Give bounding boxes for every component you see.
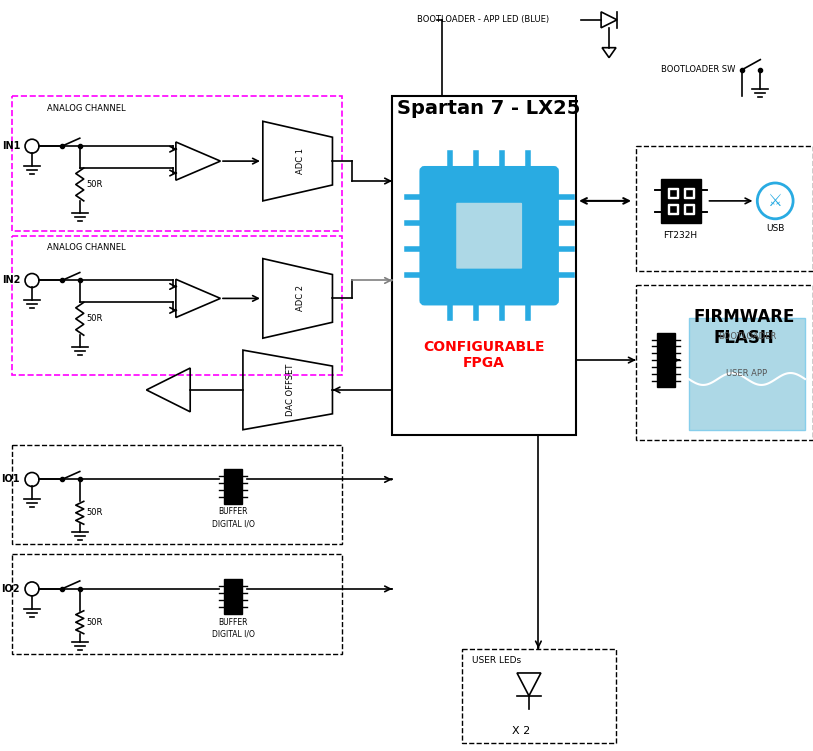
Text: USER APP: USER APP xyxy=(726,369,767,378)
Bar xyxy=(684,204,693,214)
Bar xyxy=(224,580,242,614)
Text: IO2: IO2 xyxy=(2,584,20,594)
Bar xyxy=(689,318,805,430)
Bar xyxy=(667,204,678,214)
Text: Spartan 7 - LX25: Spartan 7 - LX25 xyxy=(397,99,580,118)
Bar xyxy=(689,318,805,430)
Text: ⚔: ⚔ xyxy=(767,192,783,210)
Text: DIGITAL I/O: DIGITAL I/O xyxy=(211,519,254,528)
Bar xyxy=(684,188,693,198)
Text: IO1: IO1 xyxy=(2,475,20,484)
Text: ANALOG CHANNEL: ANALOG CHANNEL xyxy=(47,243,125,252)
Bar xyxy=(685,189,693,197)
Text: FT232H: FT232H xyxy=(663,231,698,240)
Bar xyxy=(657,333,675,388)
Text: CONFIGURABLE
FPGA: CONFIGURABLE FPGA xyxy=(424,340,545,370)
Bar xyxy=(661,179,701,223)
Bar xyxy=(392,96,576,435)
Text: X 2: X 2 xyxy=(511,726,530,736)
Text: 50R: 50R xyxy=(87,314,103,323)
FancyBboxPatch shape xyxy=(454,201,524,270)
Text: ADC 1: ADC 1 xyxy=(296,148,305,174)
Text: BUFFER: BUFFER xyxy=(218,618,248,627)
Text: BUFFER: BUFFER xyxy=(218,508,248,516)
Text: 50R: 50R xyxy=(87,618,103,627)
FancyBboxPatch shape xyxy=(421,168,557,303)
Bar xyxy=(685,205,693,213)
Text: DIGITAL I/O: DIGITAL I/O xyxy=(211,629,254,638)
Text: ADC 2: ADC 2 xyxy=(296,285,305,312)
Bar xyxy=(669,205,676,213)
Text: ANALOG CHANNEL: ANALOG CHANNEL xyxy=(47,104,125,113)
Text: IN2: IN2 xyxy=(2,276,20,285)
Bar xyxy=(669,189,676,197)
Bar xyxy=(224,469,242,504)
Text: USER LEDs: USER LEDs xyxy=(472,656,521,665)
Text: DAC OFFSET: DAC OFFSET xyxy=(286,363,295,416)
Text: BOOTLOADER SW: BOOTLOADER SW xyxy=(661,65,735,74)
Text: FIRMWARE
FLASH: FIRMWARE FLASH xyxy=(693,309,795,347)
Text: 50R: 50R xyxy=(87,508,103,517)
Text: IN1: IN1 xyxy=(2,141,20,151)
Text: BOOTLOADER - APP LED (BLUE): BOOTLOADER - APP LED (BLUE) xyxy=(417,15,549,24)
Bar xyxy=(667,188,678,198)
Text: BOOTLOADER: BOOTLOADER xyxy=(718,332,776,341)
Text: USB: USB xyxy=(766,225,785,234)
Text: 50R: 50R xyxy=(87,180,103,189)
